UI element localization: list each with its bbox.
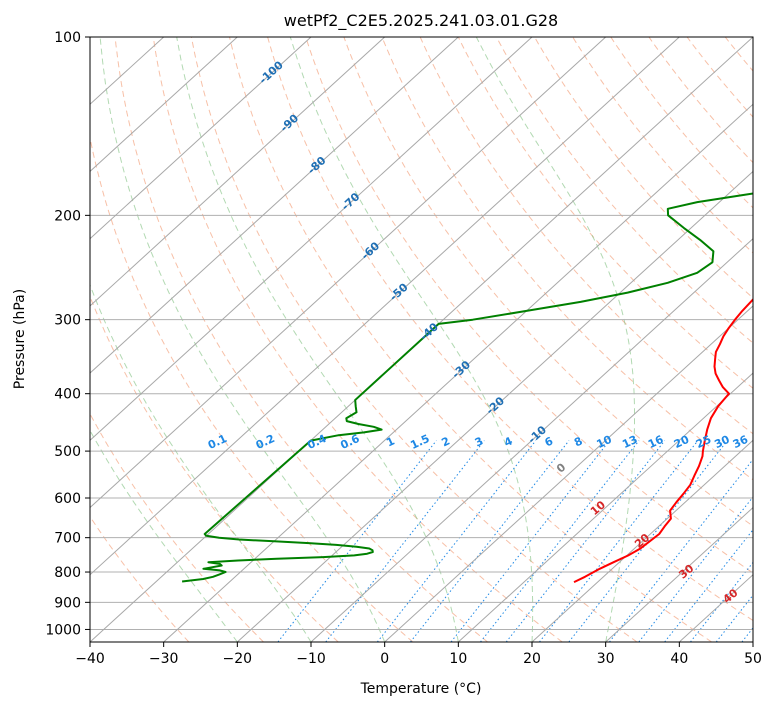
x-axis-ticks: −40 −30 −20 −10 0 10 20 30 40 50 [75, 642, 762, 667]
y-axis-label: Pressure (hPa) [12, 289, 28, 389]
mixing-ratio-line [410, 440, 570, 642]
mixing-ratio-label: 13 [620, 433, 639, 451]
mixing-ratio-line [664, 528, 753, 642]
y-tick-label: 100 [54, 30, 81, 46]
mixing-ratio-label: 36 [731, 433, 751, 451]
dry-adiabat-line [305, 37, 753, 574]
mixing-ratio-line [450, 440, 610, 642]
isotherm-gridline [90, 37, 386, 307]
mixing-ratio-label: 25 [694, 433, 713, 451]
dry-adiabat-line [495, 37, 753, 344]
y-tick-label: 200 [54, 208, 81, 224]
dewpoint-profile-line [181, 192, 753, 583]
dry-adiabat-line [152, 37, 563, 642]
isotherm-gridline [457, 372, 753, 642]
y-tick-label: 900 [54, 595, 81, 611]
mixing-ratio-label: 10 [595, 433, 615, 451]
isotherm-gridline [90, 37, 312, 240]
dry-adiabat-line [90, 515, 190, 642]
mixing-ratio-line [539, 440, 699, 642]
dry-adiabat-line [229, 37, 712, 642]
isotherm-gridline [531, 439, 753, 642]
plot-frame [89, 36, 754, 643]
dry-adiabat-line [90, 412, 264, 642]
grid-lines [90, 37, 753, 630]
isotherm-gridline [605, 506, 753, 642]
dry-adiabat-line [419, 37, 753, 435]
x-tick-label: 10 [449, 651, 467, 667]
y-tick-label: 700 [54, 531, 81, 547]
isotherm-gridline [310, 237, 753, 642]
x-tick-label: −20 [223, 651, 253, 667]
y-tick-label: 1000 [45, 622, 81, 638]
temperature-profile-line [573, 298, 753, 584]
dry-adiabat-line [267, 37, 753, 622]
x-tick-label: −10 [296, 651, 326, 667]
dry-adiabat-line [343, 37, 753, 527]
x-tick-label: 40 [670, 651, 688, 667]
mixing-ratio-line [638, 496, 753, 642]
mixing-ratio-line [505, 440, 666, 642]
mixing-ratio-line [480, 440, 640, 642]
mixing-ratio-label: 16 [646, 433, 666, 451]
chart-title: wetPf2_C2E5.2025.241.03.01.G28 [284, 11, 558, 31]
data-series [181, 192, 753, 584]
dry-adiabat-line [457, 37, 753, 389]
mixing-ratio-line [325, 440, 485, 642]
skewed-isotherms [90, 37, 753, 642]
x-tick-label: 0 [380, 651, 389, 667]
mixing-ratio-line [277, 440, 437, 642]
isotherm-gridline [90, 37, 238, 173]
y-tick-label: 600 [54, 491, 81, 507]
y-tick-label: 800 [54, 565, 81, 581]
isotherm-gridline [236, 170, 753, 642]
x-axis-label: Temperature (°C) [360, 681, 482, 697]
dry-adiabat-line [572, 37, 753, 254]
isotherm-gridline [90, 37, 459, 374]
isotherm-gridline [90, 37, 680, 576]
mixing-ratio-label: 30 [712, 433, 732, 451]
mixing-ratio-label: 20 [672, 433, 692, 451]
y-tick-label: 300 [54, 313, 81, 329]
isotherm-gridline [90, 37, 533, 442]
x-tick-label: −30 [149, 651, 179, 667]
y-tick-label: 400 [54, 387, 81, 403]
mixing-ratio-line [376, 440, 537, 642]
moist-adiabat-line [289, 37, 534, 642]
y-tick-label: 500 [54, 444, 81, 460]
dry-adiabat-line [90, 135, 414, 642]
moist-adiabat-line [475, 37, 635, 642]
y-axis-ticks: 100 200 300 400 500 600 700 800 900 1000 [45, 30, 90, 638]
moist-adiabat-line [99, 37, 386, 642]
mixing-ratio-line [609, 458, 753, 642]
x-tick-label: 50 [744, 651, 762, 667]
moist-adiabat-line [90, 429, 238, 642]
x-tick-label: 20 [523, 651, 541, 667]
dry-adiabat-line [114, 37, 488, 642]
dry-adiabats [90, 37, 753, 642]
isotherm-gridline [384, 305, 753, 642]
dry-adiabat-line [190, 37, 638, 642]
x-tick-label: 30 [597, 651, 615, 667]
isotherm-gridline [90, 37, 607, 509]
dry-adiabat-line [381, 37, 753, 481]
x-tick-label: −40 [75, 651, 105, 667]
